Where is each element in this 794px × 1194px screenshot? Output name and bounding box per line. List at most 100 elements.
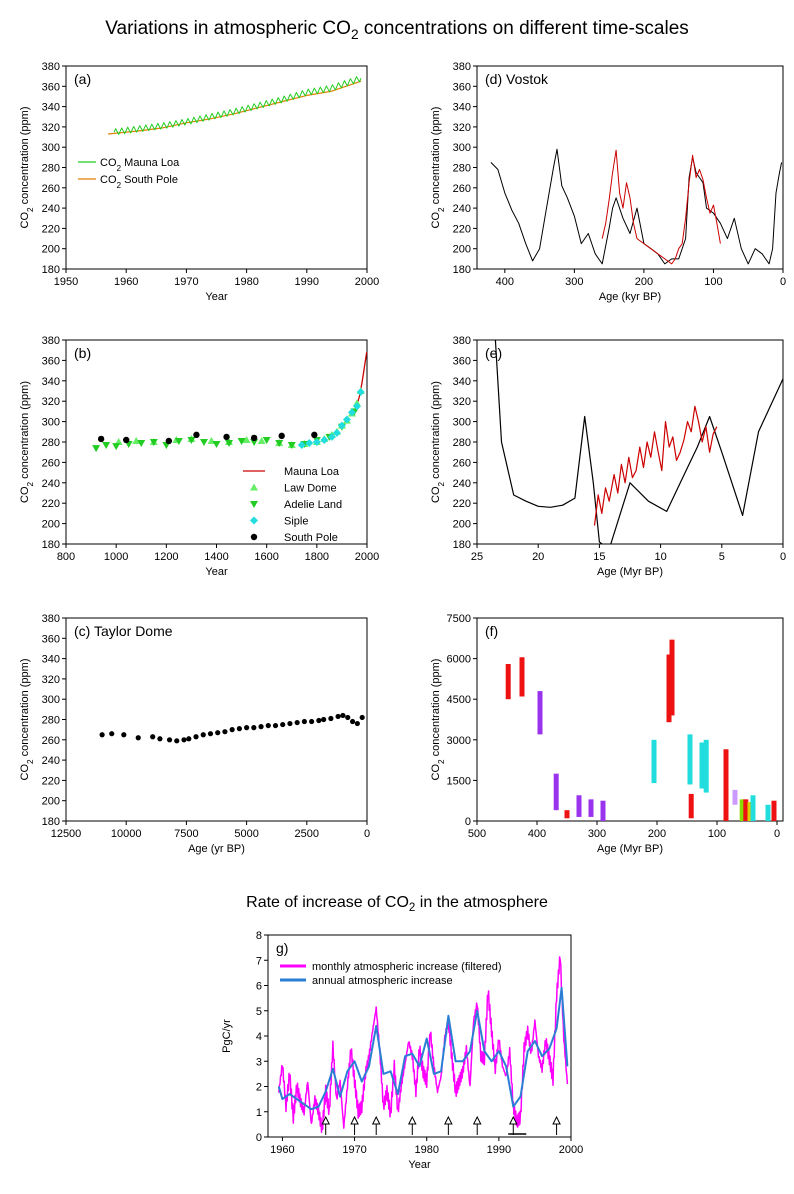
range-bar xyxy=(519,657,525,697)
x-tick-label: 10 xyxy=(654,551,666,563)
range-bar xyxy=(588,799,594,817)
figure-title: Variations in atmospheric CO2 concentrat… xyxy=(105,18,689,42)
x-axis-label: Year xyxy=(205,566,228,578)
y-tick-label: 260 xyxy=(42,735,60,747)
data-point xyxy=(297,441,306,450)
event-arrow-head xyxy=(552,1115,561,1125)
plot-frame xyxy=(476,339,784,545)
y-tick-label: 0 xyxy=(256,1132,262,1144)
y-tick-label: 6 xyxy=(256,981,262,993)
event-arrow-head xyxy=(508,1115,518,1125)
panel-label: (d) Vostok xyxy=(485,71,549,87)
x-tick-label: 1980 xyxy=(414,1144,438,1156)
x-tick-label: 400 xyxy=(496,276,514,288)
x-axis-label: Age (Myr BP) xyxy=(597,843,663,855)
x-tick-label: 1990 xyxy=(295,276,319,288)
y-tick-label: 220 xyxy=(453,223,471,235)
y-tick-label: 180 xyxy=(42,264,60,276)
y-tick-label: 7500 xyxy=(447,613,471,625)
legend-swatch xyxy=(250,516,258,525)
y-tick-label: 300 xyxy=(42,694,60,706)
y-tick-label: 180 xyxy=(453,539,471,551)
x-tick-label: 300 xyxy=(588,828,606,840)
y-tick-label: 180 xyxy=(42,816,60,828)
panel-label: (e) xyxy=(485,345,502,361)
data-point xyxy=(305,439,314,448)
x-tick-label: 1600 xyxy=(254,551,278,563)
plot-frame xyxy=(476,65,784,270)
data-point xyxy=(316,717,322,724)
x-tick-label: 10000 xyxy=(111,828,142,840)
data-point xyxy=(236,726,242,732)
event-arrow-head xyxy=(321,1115,331,1125)
y-tick-label: 380 xyxy=(42,613,60,625)
range-bar xyxy=(666,654,672,723)
mauna-loa-line xyxy=(355,352,368,407)
y-tick-label: 360 xyxy=(42,633,60,645)
y-tick-label: 3000 xyxy=(447,735,471,747)
plot-area xyxy=(494,340,783,544)
y-tick-label: 260 xyxy=(453,457,471,469)
data-point xyxy=(347,408,356,417)
y-tick-label: 340 xyxy=(453,102,471,114)
data-point xyxy=(174,437,183,445)
data-point xyxy=(207,731,214,737)
y-tick-label: 240 xyxy=(453,203,471,215)
data-point xyxy=(345,714,351,721)
panel-c: 12500 10000 7500 5000 2500 0 180 200 220 240 260 28… xyxy=(19,613,370,855)
y-tick-label: 240 xyxy=(42,203,60,215)
y-tick-label: 320 xyxy=(42,674,60,686)
y-tick-label: 260 xyxy=(453,183,471,195)
data-point xyxy=(354,720,360,727)
event-arrow-head xyxy=(371,1115,381,1125)
x-tick-label: 20 xyxy=(532,551,544,563)
data-point xyxy=(340,712,346,719)
x-tick-label: 1000 xyxy=(104,551,128,563)
range-bar xyxy=(505,664,511,700)
range-bar xyxy=(537,691,543,735)
y-axis-label: CO2 concentration (ppm) xyxy=(430,107,446,229)
y-tick-label: 200 xyxy=(453,519,471,531)
y-tick-label: 4 xyxy=(256,1031,262,1043)
legend-label: Adelie Land xyxy=(284,499,342,511)
y-tick-label: 280 xyxy=(42,715,60,727)
data-point xyxy=(327,432,336,441)
data-point xyxy=(135,735,141,741)
legend-label: Law Dome xyxy=(284,483,337,495)
x-tick-label: 7500 xyxy=(174,828,198,840)
x-axis-label: Year xyxy=(408,1159,431,1171)
event-arrow-head xyxy=(350,1115,359,1125)
y-tick-label: 300 xyxy=(453,142,471,154)
data-point xyxy=(193,431,200,439)
x-tick-label: 2500 xyxy=(295,828,319,840)
x-tick-label: 0 xyxy=(780,551,786,563)
y-tick-label: 380 xyxy=(453,61,471,73)
x-tick-label: 100 xyxy=(708,828,726,840)
data-point xyxy=(278,432,285,440)
y-tick-label: 220 xyxy=(42,223,60,235)
y-tick-label: 200 xyxy=(42,244,60,256)
y-tick-label: 320 xyxy=(453,122,471,134)
x-tick-label: 1970 xyxy=(342,1144,366,1156)
data-point xyxy=(250,434,258,442)
y-tick-label: 360 xyxy=(453,81,471,93)
data-point xyxy=(301,718,307,725)
data-point xyxy=(123,436,130,444)
y-tick-label: 280 xyxy=(42,163,60,175)
y-tick-label: 320 xyxy=(42,396,60,408)
y-tick-label: 5 xyxy=(256,1006,262,1018)
range-bar xyxy=(723,749,729,821)
range-bar xyxy=(699,742,705,789)
data-point xyxy=(200,732,206,738)
data-point xyxy=(212,441,221,449)
data-point xyxy=(244,725,250,731)
legend-label: Mauna Loa xyxy=(284,466,340,478)
y-tick-label: 360 xyxy=(42,81,60,93)
data-point xyxy=(294,719,300,726)
legend-label: CO2 Mauna Loa xyxy=(100,157,180,173)
data-point xyxy=(311,431,318,439)
panel-g: 1960 1970 1980 1990 2000 0 1 2 3 4 5 6 7 8 Year PgC/yr g… xyxy=(221,930,583,1171)
data-point xyxy=(187,436,196,444)
y-tick-label: 200 xyxy=(453,244,471,256)
data-point xyxy=(223,433,230,441)
